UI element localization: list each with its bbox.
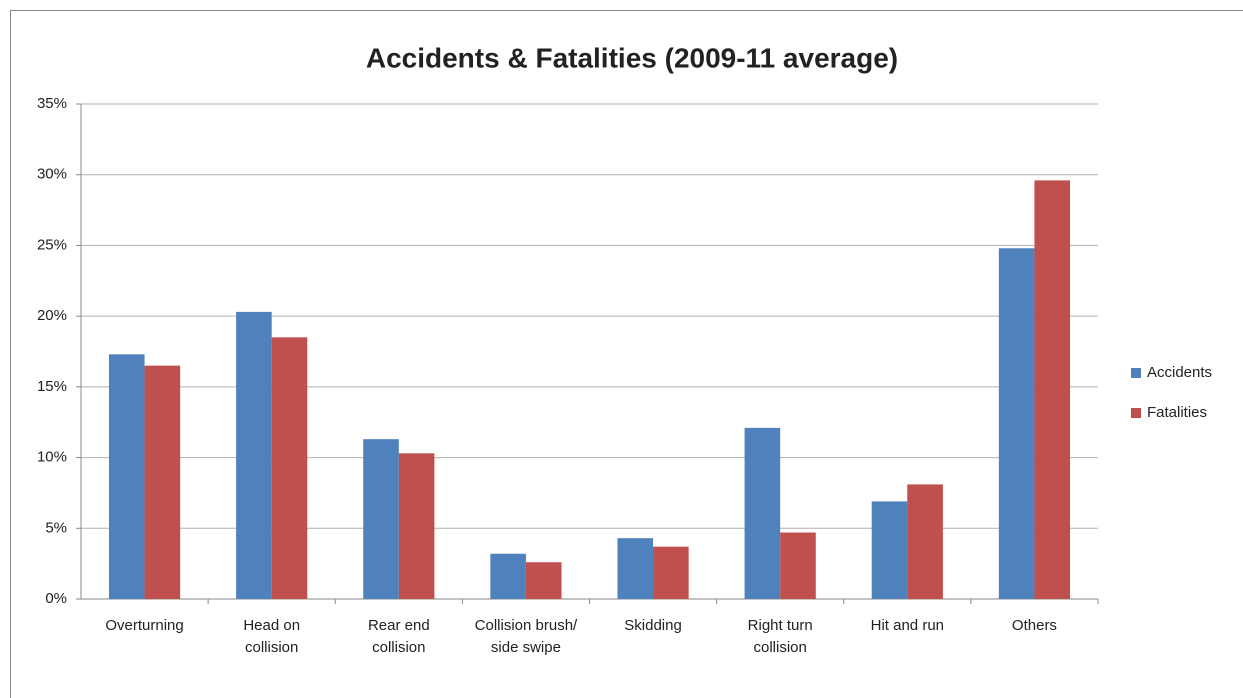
- bar: [236, 311, 272, 599]
- bar: [525, 562, 562, 599]
- x-tick-label: Head on collision: [243, 617, 301, 656]
- bar: [617, 538, 654, 599]
- x-tick-label: Others: [1011, 617, 1057, 634]
- legend-label: Accidents: [1147, 364, 1212, 381]
- bar: [780, 532, 816, 599]
- bar: [144, 365, 181, 599]
- x-tick-label: Hit and run: [870, 617, 944, 634]
- y-tick-label: 5%: [45, 519, 67, 536]
- bar: [653, 546, 689, 599]
- bar: [871, 501, 908, 599]
- chart-title: Accidents & Fatalities (2009-11 average): [366, 42, 898, 73]
- bar: [490, 553, 526, 599]
- x-tick-label: Collision brush/ side swipe: [474, 617, 578, 656]
- bar: [998, 248, 1035, 599]
- y-tick-label: 0%: [45, 590, 67, 607]
- bar: [907, 484, 943, 599]
- x-tick-label: Right turn collision: [747, 617, 813, 656]
- y-tick-label: 10%: [37, 449, 67, 466]
- bar: [271, 337, 308, 599]
- chart-frame: [10, 10, 1243, 698]
- bar: [108, 354, 145, 599]
- legend-swatch: [1131, 368, 1141, 378]
- bar: [363, 439, 399, 599]
- y-tick-label: 30%: [37, 166, 67, 183]
- x-tick-label: Rear end collision: [367, 617, 430, 656]
- y-tick-label: 25%: [37, 236, 67, 253]
- y-tick-label: 20%: [37, 307, 67, 324]
- legend-swatch: [1131, 408, 1141, 418]
- x-tick-label: Skidding: [624, 617, 682, 634]
- bar: [1034, 180, 1071, 599]
- bar: [744, 427, 781, 599]
- y-tick-label: 15%: [37, 378, 67, 395]
- x-tick-label: Overturning: [105, 617, 184, 634]
- y-tick-label: 35%: [37, 95, 67, 112]
- bar: [398, 453, 435, 599]
- legend-label: Fatalities: [1147, 404, 1207, 421]
